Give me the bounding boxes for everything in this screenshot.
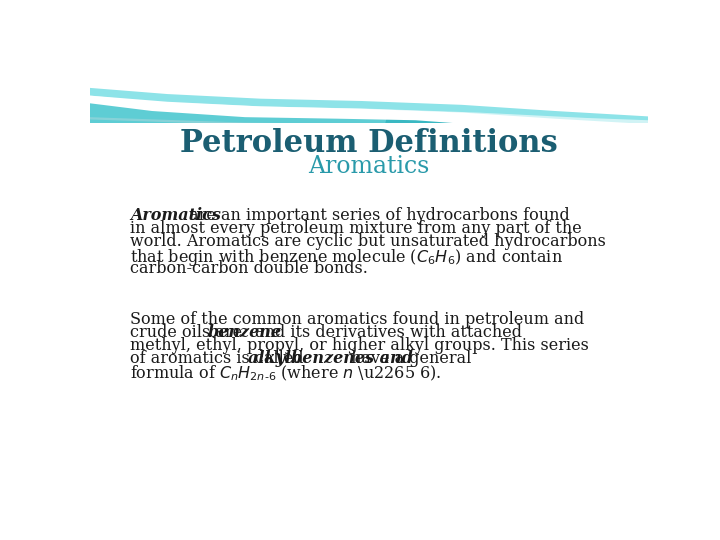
Text: Aromatics: Aromatics bbox=[130, 207, 221, 224]
Polygon shape bbox=[90, 123, 648, 481]
Text: have a general: have a general bbox=[346, 350, 471, 368]
Text: that begin with benzene molecule ($\mathit{C_6H_6}$) and contain: that begin with benzene molecule ($\math… bbox=[130, 247, 563, 267]
Text: and its derivatives with attached: and its derivatives with attached bbox=[251, 325, 523, 341]
Text: are an important series of hydrocarbons found: are an important series of hydrocarbons … bbox=[184, 207, 570, 224]
Text: Some of the common aromatics found in petroleum and: Some of the common aromatics found in pe… bbox=[130, 311, 585, 328]
Text: Petroleum Definitions: Petroleum Definitions bbox=[180, 128, 558, 159]
Text: of aromatics is called: of aromatics is called bbox=[130, 350, 309, 368]
Text: crude oils are: crude oils are bbox=[130, 325, 248, 341]
Polygon shape bbox=[90, 96, 648, 126]
Text: Aromatics: Aromatics bbox=[308, 155, 430, 178]
Text: benzene: benzene bbox=[208, 325, 282, 341]
Polygon shape bbox=[90, 65, 648, 150]
Text: carbon-carbon double bonds.: carbon-carbon double bonds. bbox=[130, 260, 368, 276]
Text: in almost every petroleum mixture from any part of the: in almost every petroleum mixture from a… bbox=[130, 220, 582, 238]
Polygon shape bbox=[90, 117, 648, 134]
Polygon shape bbox=[384, 65, 648, 168]
Text: methyl, ethyl, propyl, or higher alkyl groups. This series: methyl, ethyl, propyl, or higher alkyl g… bbox=[130, 338, 589, 354]
Text: world. Aromatics are cyclic but unsaturated hydrocarbons: world. Aromatics are cyclic but unsatura… bbox=[130, 233, 606, 251]
Text: alkylbenzenes and: alkylbenzenes and bbox=[248, 350, 413, 368]
Polygon shape bbox=[90, 65, 648, 138]
Text: formula of $\mathit{C_n}\mathit{H}_{2n\text{-}6}$ (where $\mathit{n}$ \u2265 6).: formula of $\mathit{C_n}\mathit{H}_{2n\t… bbox=[130, 363, 442, 383]
Polygon shape bbox=[90, 65, 648, 481]
Polygon shape bbox=[90, 88, 648, 124]
